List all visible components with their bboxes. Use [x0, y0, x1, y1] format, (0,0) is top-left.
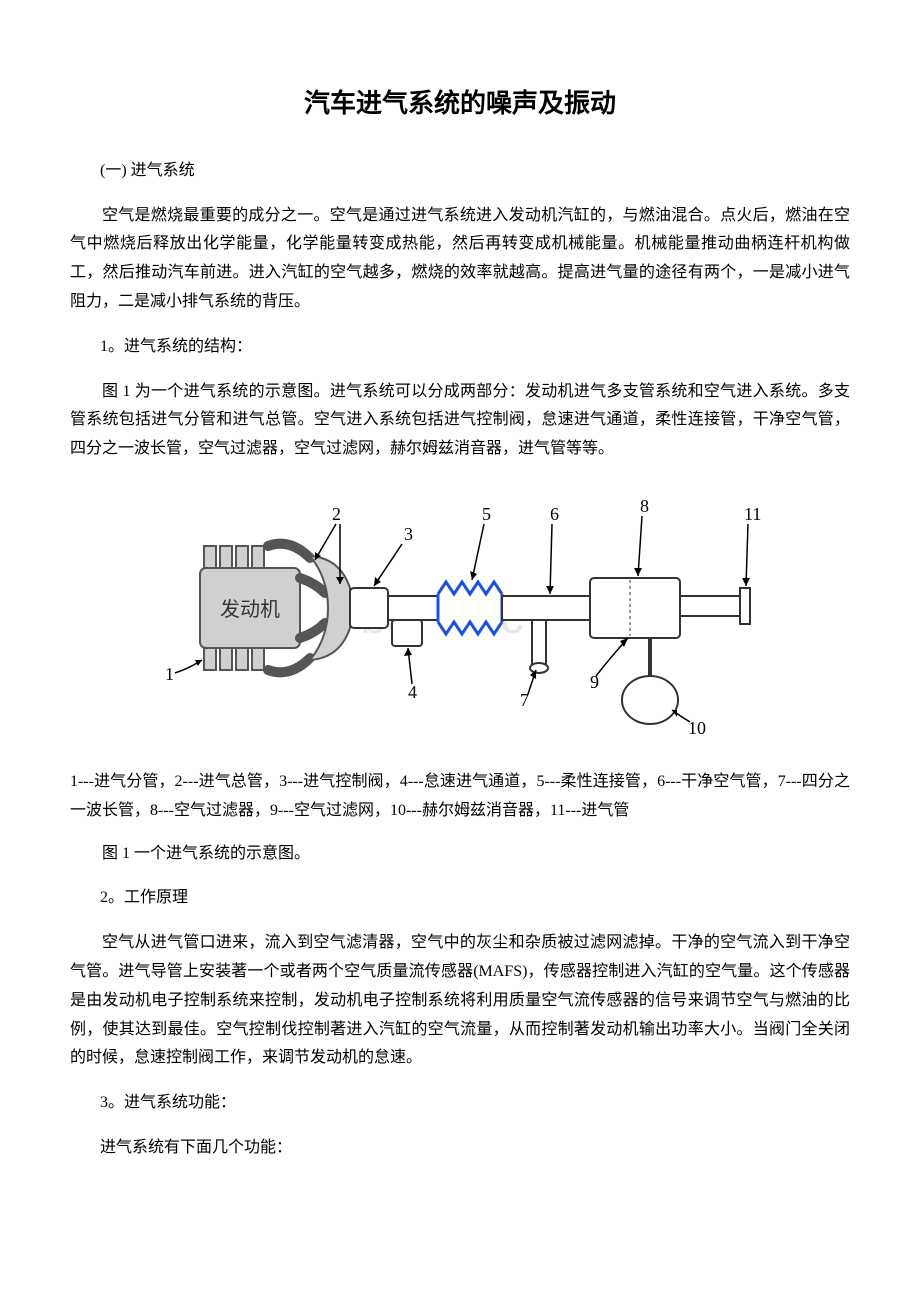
idle-bypass — [392, 620, 422, 646]
quarter-wave-tube — [532, 620, 546, 668]
callout-line — [638, 516, 642, 576]
bellows-top — [438, 582, 502, 594]
manifold-runner — [268, 658, 310, 672]
callout-8: 8 — [640, 496, 649, 516]
plenum — [310, 556, 350, 660]
air-filter-box — [590, 578, 680, 638]
callout-1: 1 — [165, 664, 174, 684]
engine-cyl — [204, 546, 216, 568]
clean-air-pipe — [502, 596, 590, 620]
pipe-segment — [388, 596, 438, 620]
engine-cyl — [236, 546, 248, 568]
callout-2: 2 — [332, 504, 341, 524]
engine-cyl — [220, 648, 232, 670]
sub-heading-1: 1。进气系统的结构： — [100, 333, 850, 362]
bellows-bottom — [438, 622, 502, 634]
engine-label: 发动机 — [220, 598, 280, 621]
callout-line — [746, 524, 748, 586]
throttle-body — [350, 588, 388, 628]
engine-cyl — [252, 648, 264, 670]
manifold-runner — [300, 623, 325, 638]
manifold-runner — [268, 544, 310, 558]
quarter-wave-end — [530, 663, 548, 673]
callout-5: 5 — [482, 504, 491, 524]
sub-heading-3: 3。进气系统功能： — [100, 1089, 850, 1118]
callout-6: 6 — [550, 504, 559, 524]
engine-cyl — [236, 648, 248, 670]
paragraph-3: 空气从进气管口进来，流入到空气滤清器，空气中的灰尘和杂质被过滤网滤掉。干净的空气… — [70, 929, 850, 1073]
intake-diagram-svg: bd c 发动机 — [140, 488, 780, 748]
manifold-runner — [300, 578, 325, 593]
figure-1: bd c 发动机 — [70, 488, 850, 748]
figure-title: 图 1 一个进气系统的示意图。 — [70, 840, 850, 869]
helmholtz-resonator — [622, 676, 678, 724]
engine-cyl — [220, 546, 232, 568]
paragraph-1: 空气是燃烧最重要的成分之一。空气是通过进气系统进入发动机汽缸的，与燃油混合。点火… — [70, 202, 850, 317]
snorkel-inlet — [740, 588, 750, 624]
callout-line — [550, 524, 552, 594]
paragraph-2: 图 1 为一个进气系统的示意图。进气系统可以分成两部分：发动机进气多支管系统和空… — [70, 378, 850, 464]
sub-heading-2: 2。工作原理 — [100, 884, 850, 913]
callout-10: 10 — [688, 718, 706, 738]
engine-cyl — [204, 648, 216, 670]
callout-11: 11 — [744, 504, 761, 524]
engine-cyl — [252, 546, 264, 568]
section-heading: (一) 进气系统 — [100, 157, 850, 186]
figure-legend: 1---进气分管，2---进气总管，3---进气控制阀，4---怠速进气通道，5… — [70, 768, 850, 826]
callout-4: 4 — [408, 682, 417, 702]
paragraph-4: 进气系统有下面几个功能： — [100, 1134, 850, 1163]
document-title: 汽车进气系统的噪声及振动 — [70, 80, 850, 127]
callout-3: 3 — [404, 524, 413, 544]
callout-line — [472, 524, 484, 580]
